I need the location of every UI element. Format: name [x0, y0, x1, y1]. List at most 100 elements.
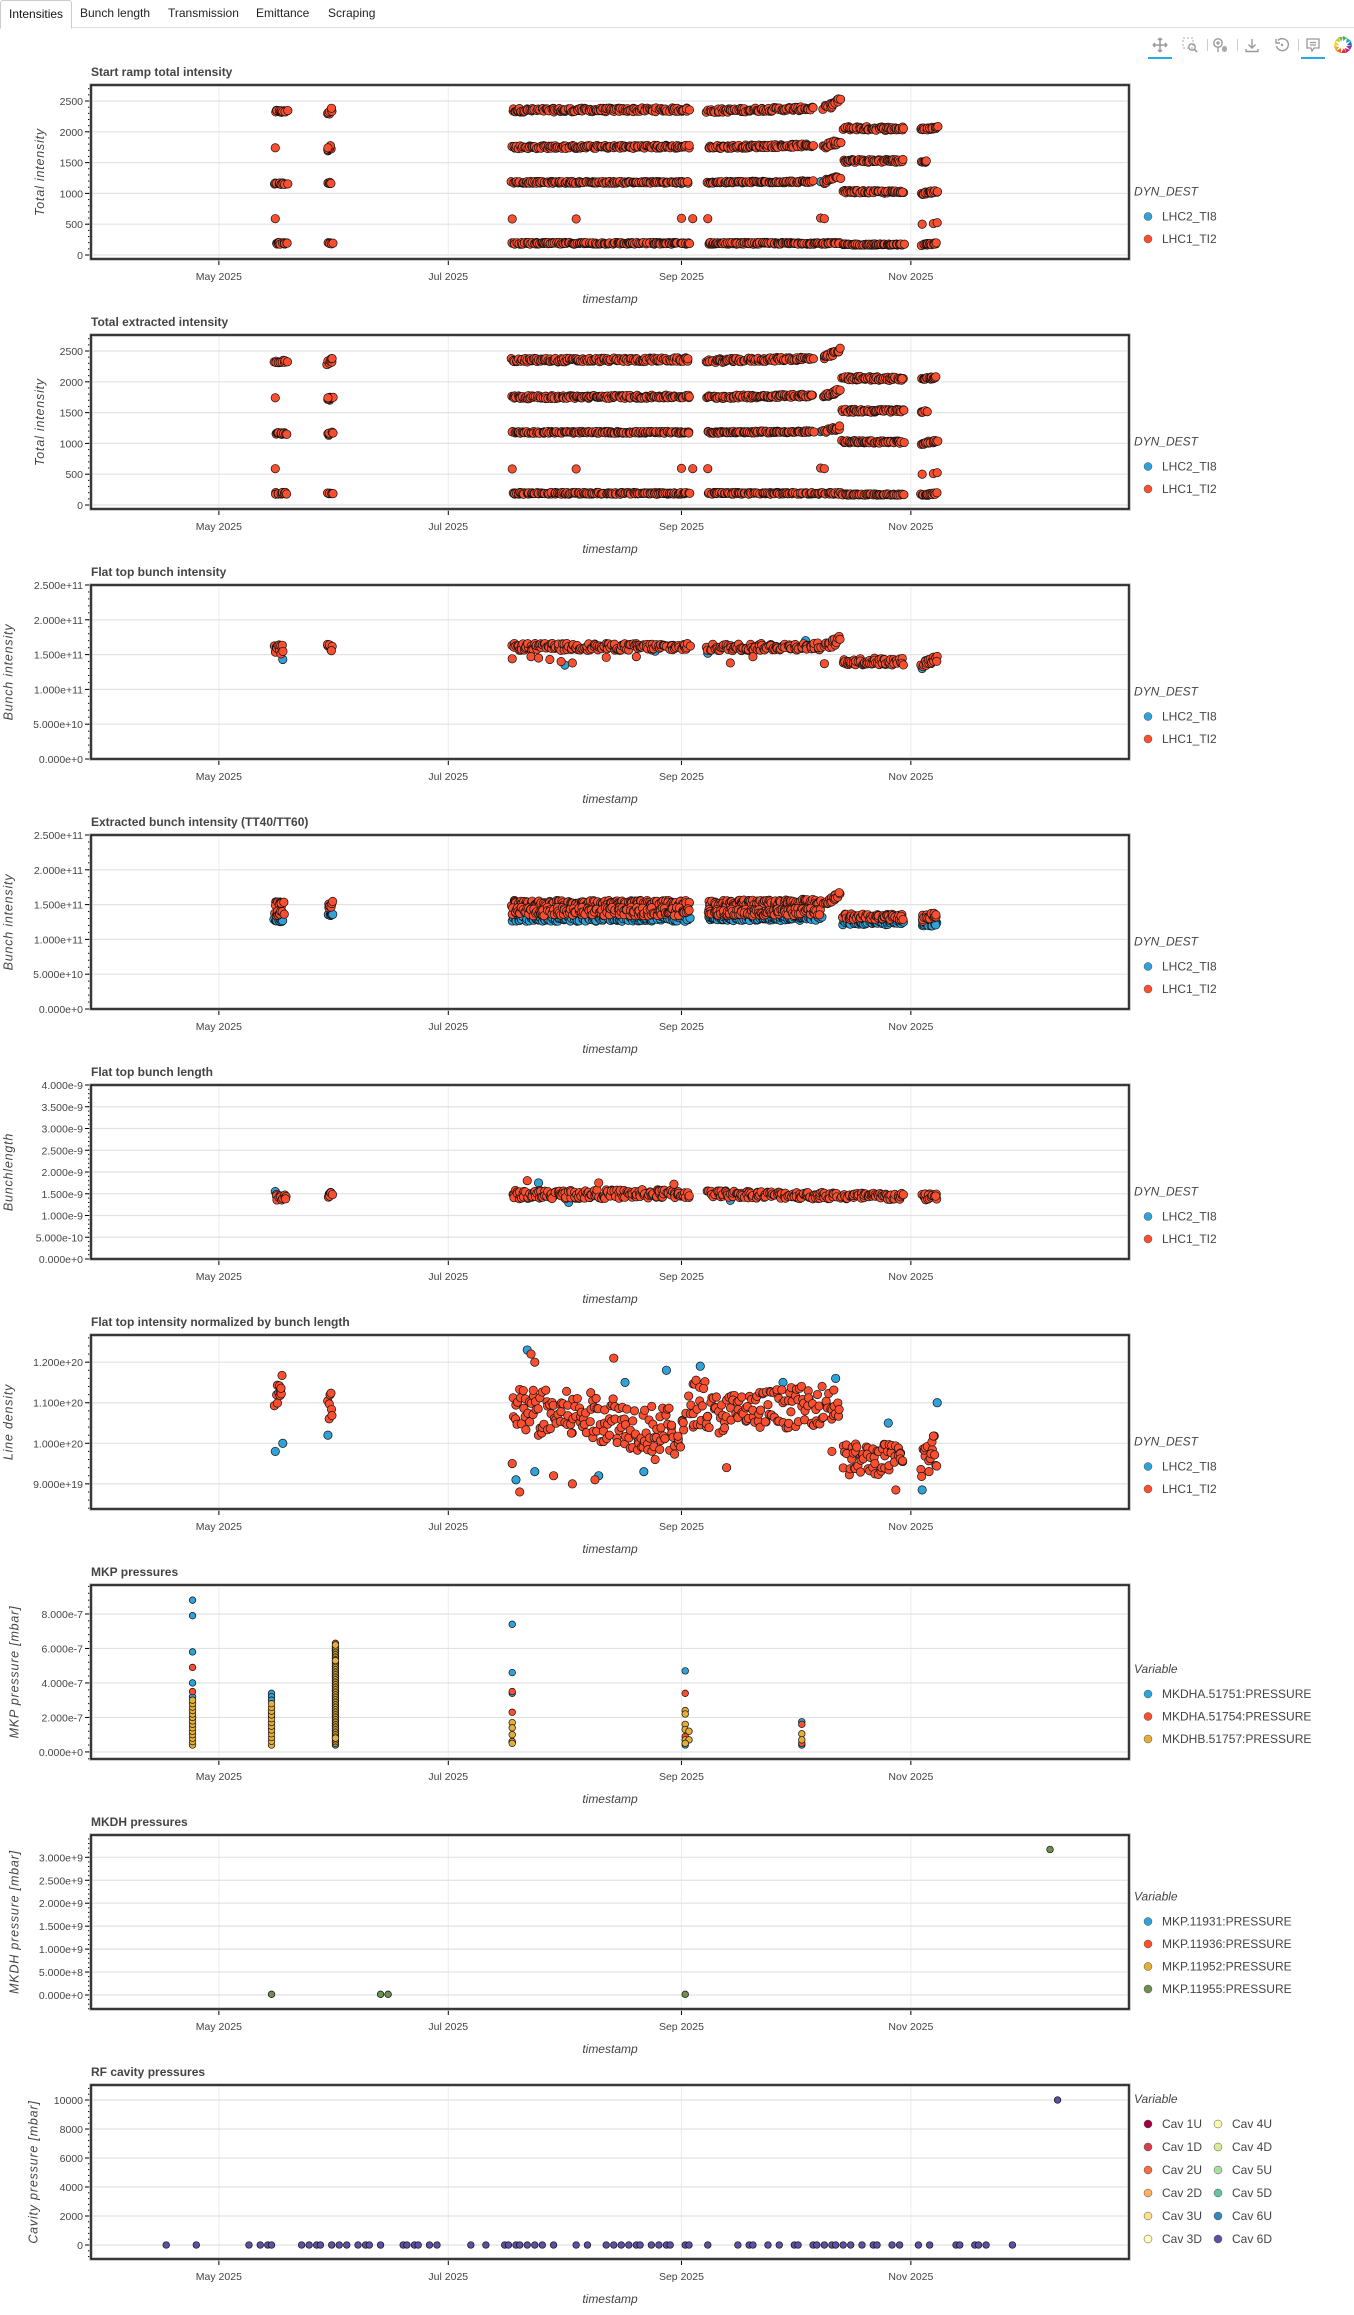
legend-item: LHC1_TI2: [1144, 982, 1217, 996]
data-point-lhc1-ti2: [329, 489, 337, 497]
x-axis-label: timestamp: [582, 292, 638, 306]
legend-label: LHC1_TI2: [1162, 732, 1217, 746]
save-icon[interactable]: [1240, 34, 1264, 56]
x-axis-label: timestamp: [582, 792, 638, 806]
plot-frame-shadow: [91, 585, 1129, 759]
box-zoom-icon[interactable]: [1178, 34, 1202, 56]
data-point-lhc1-ti2: [328, 1190, 336, 1198]
legend-marker-icon: [1144, 235, 1152, 243]
tab-emittance[interactable]: Emittance: [248, 0, 317, 28]
x-axis-label: timestamp: [582, 1042, 638, 1056]
chart-4: Extracted bunch intensity (TT40/TT60)0.0…: [0, 805, 1354, 1065]
tab-scraping[interactable]: Scraping: [320, 0, 383, 28]
plot-area: [270, 632, 941, 673]
x-tick-label: May 2025: [196, 771, 242, 783]
data-point-lhc1-ti2: [934, 122, 942, 130]
y-tick-label: 5.000e-10: [36, 1232, 83, 1244]
legend-marker-icon: [1144, 985, 1152, 993]
data-point-lhc1-ti2: [280, 898, 288, 906]
data-point-lhc1-ti2: [900, 240, 908, 248]
tab-bunch-length[interactable]: Bunch length: [72, 0, 158, 28]
y-tick-label: 2.500e-9: [42, 1145, 84, 1157]
legend-marker-icon: [1144, 463, 1152, 471]
data-point-lhc1-ti2: [527, 652, 535, 660]
data-point-lhc1-ti2: [933, 468, 941, 476]
data-point-lhc1-ti2: [820, 659, 828, 667]
data-point-lhc1-ti2: [836, 344, 844, 352]
plot-frame: [91, 585, 1129, 759]
data-point-lhc1-ti2: [283, 358, 291, 366]
chart-3: Flat top bunch intensity0.000e+05.000e+1…: [0, 555, 1354, 815]
tab-transmission[interactable]: Transmission: [160, 0, 247, 28]
y-tick-label: 5.000e+10: [33, 969, 83, 981]
x-tick-label: Nov 2025: [888, 1271, 933, 1283]
data-point-lhc1-ti2: [807, 391, 815, 399]
data-point-lhc1-ti2: [328, 354, 336, 362]
y-tick-label: 500: [65, 469, 83, 481]
legend-item: LHC2_TI8: [1144, 460, 1217, 474]
x-tick-label: Nov 2025: [888, 771, 933, 783]
data-point-lhc1-ti2: [686, 489, 694, 497]
y-tick-label: 0: [77, 500, 83, 512]
data-point-lhc1-ti2: [726, 659, 734, 667]
data-point-lhc1-ti2: [327, 104, 335, 112]
y-tick-label: 1.500e+11: [34, 900, 83, 912]
y-tick-label: 1.500e-9: [42, 1189, 84, 1201]
data-point-lhc1-ti2: [534, 654, 542, 662]
data-point-lhc1-ti2: [932, 239, 940, 247]
y-tick-label: 3.000e-9: [42, 1124, 84, 1136]
x-tick-label: May 2025: [196, 271, 242, 283]
data-point-lhc1-ti2: [283, 430, 291, 438]
legend-marker-icon: [1144, 485, 1152, 493]
legend-item: LHC1_TI2: [1144, 482, 1217, 496]
data-point-lhc1-ti2: [328, 897, 336, 905]
data-point-lhc1-ti2: [900, 490, 908, 498]
legend-label: LHC2_TI8: [1162, 710, 1217, 724]
data-point-lhc1-ti2: [809, 103, 817, 111]
y-tick-label: 2000: [60, 127, 84, 139]
y-tick-label: 2000: [60, 377, 84, 389]
chart-title: Flat top bunch intensity: [91, 565, 227, 579]
y-tick-label: 3.500e-9: [42, 1102, 84, 1114]
chart-title: Flat top bunch length: [91, 1065, 213, 1079]
y-tick-label: 500: [65, 219, 83, 231]
chart-title: Extracted bunch intensity (TT40/TT60): [91, 815, 308, 829]
legend-marker-icon: [1144, 735, 1152, 743]
pan-icon[interactable]: [1148, 34, 1172, 56]
data-point-lhc1-ti2: [279, 647, 287, 655]
bokeh-logo-icon[interactable]: [1331, 34, 1354, 56]
y-tick-label: 1.000e+11: [34, 934, 83, 946]
data-point-lhc1-ti2: [918, 220, 926, 228]
data-point-lhc1-ti2: [836, 386, 844, 394]
tab-intensities[interactable]: Intensities: [0, 0, 72, 29]
data-point-lhc1-ti2: [923, 407, 931, 415]
data-point-lhc1-ti2: [281, 1195, 289, 1203]
data-point-lhc1-ti2: [900, 438, 908, 446]
chart-title: Start ramp total intensity: [91, 65, 233, 79]
y-axis-label: Bunch intensity: [1, 624, 15, 721]
data-point-lhc1-ti2: [820, 464, 828, 472]
data-point-lhc1-ti2: [809, 177, 817, 185]
x-tick-label: Jul 2025: [428, 771, 468, 783]
data-point-lhc1-ti2: [683, 177, 691, 185]
y-tick-label: 5.000e+10: [33, 719, 83, 731]
data-point-lhc1-ti2: [327, 179, 335, 187]
data-point-lhc1-ti2: [329, 429, 337, 437]
data-point-lhc1-ti2: [810, 428, 818, 436]
data-point-lhc1-ti2: [820, 214, 828, 222]
reset-icon[interactable]: [1270, 34, 1294, 56]
data-point-lhc1-ti2: [749, 652, 757, 660]
wheel-zoom-icon[interactable]: [1208, 34, 1232, 56]
legend-item: LHC1_TI2: [1144, 732, 1217, 746]
data-point-lhc1-ti2: [280, 910, 288, 918]
data-point-lhc1-ti2: [271, 394, 279, 402]
legend-item: LHC2_TI8: [1144, 210, 1217, 224]
data-point-lhc1-ti2: [809, 141, 817, 149]
hover-icon[interactable]: [1301, 34, 1325, 56]
data-point-lhc1-ti2: [632, 652, 640, 660]
y-tick-label: 2500: [60, 96, 84, 108]
data-point-lhc1-ti2: [933, 218, 941, 226]
data-point-lhc1-ti2: [546, 655, 554, 663]
data-point-lhc1-ti2: [685, 141, 693, 149]
y-tick-label: 1.000e-9: [42, 1211, 84, 1223]
